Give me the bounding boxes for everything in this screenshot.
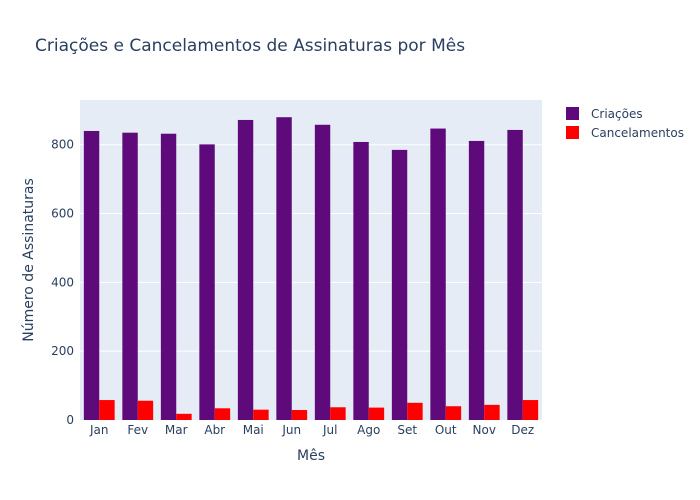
y-axis-ticks: 0 200 400 600 800 bbox=[51, 138, 74, 427]
bar-criacoes[interactable] bbox=[391, 149, 408, 421]
bar-criacoes[interactable] bbox=[276, 117, 292, 421]
y-tick-label: 600 bbox=[51, 207, 74, 221]
x-tick-label: Ago bbox=[357, 423, 380, 437]
x-tick-label: Dez bbox=[511, 423, 534, 437]
bar-cancelamentos[interactable] bbox=[291, 410, 308, 420]
legend-swatch[interactable] bbox=[566, 107, 579, 120]
legend-label: Criações bbox=[591, 107, 643, 121]
bar-cancelamentos[interactable] bbox=[137, 400, 154, 420]
legend[interactable]: Criações Cancelamentos bbox=[566, 107, 684, 140]
bar-criacoes[interactable] bbox=[160, 133, 177, 420]
x-tick-label: Jan bbox=[89, 423, 109, 437]
x-axis-ticks: Jan Fev Mar Abr Mai Jun Jul Ago Set Out Nov Dez bbox=[89, 423, 534, 437]
bar-cancelamentos[interactable] bbox=[445, 406, 462, 420]
bar-criacoes[interactable] bbox=[507, 129, 523, 420]
bar-cancelamentos[interactable] bbox=[253, 409, 269, 420]
x-tick-label: Fev bbox=[127, 423, 148, 437]
y-tick-label: 0 bbox=[66, 413, 74, 427]
x-axis-title: Mês bbox=[297, 448, 325, 464]
y-tick-label: 800 bbox=[51, 138, 74, 152]
bar-cancelamentos[interactable] bbox=[368, 407, 385, 420]
bar-cancelamentos[interactable] bbox=[484, 404, 500, 420]
chart-title: Criações e Cancelamentos de Assinaturas … bbox=[35, 36, 465, 56]
bar-criacoes[interactable] bbox=[314, 124, 331, 420]
bars bbox=[83, 117, 539, 421]
x-tick-label: Mar bbox=[165, 423, 188, 437]
bar-cancelamentos[interactable] bbox=[176, 413, 192, 420]
legend-swatch[interactable] bbox=[566, 126, 579, 139]
bar-criacoes[interactable] bbox=[122, 132, 138, 420]
plot-area bbox=[80, 100, 542, 420]
bar-criacoes[interactable] bbox=[237, 119, 254, 421]
bar-cancelamentos[interactable] bbox=[99, 400, 115, 420]
x-tick-label: Nov bbox=[473, 423, 496, 437]
bar-cancelamentos[interactable] bbox=[214, 408, 231, 420]
bar-criacoes[interactable] bbox=[430, 128, 446, 420]
x-tick-label: Out bbox=[435, 423, 457, 437]
grid-lines bbox=[80, 144, 542, 352]
x-tick-label: Jun bbox=[281, 423, 301, 437]
bar-criacoes[interactable] bbox=[83, 130, 100, 420]
bar-criacoes[interactable] bbox=[353, 141, 369, 420]
bar-cancelamentos[interactable] bbox=[407, 402, 423, 420]
y-axis-title: Número de Assinaturas bbox=[21, 178, 37, 342]
y-tick-label: 400 bbox=[51, 275, 74, 289]
x-tick-label: Set bbox=[397, 423, 417, 437]
x-tick-label: Mai bbox=[243, 423, 264, 437]
bar-cancelamentos[interactable] bbox=[330, 407, 346, 420]
bar-cancelamentos[interactable] bbox=[522, 400, 539, 420]
bar-criacoes[interactable] bbox=[199, 144, 215, 421]
y-tick-label: 200 bbox=[51, 344, 74, 358]
x-tick-label: Abr bbox=[204, 423, 225, 437]
bar-criacoes[interactable] bbox=[468, 140, 485, 421]
x-tick-label: Jul bbox=[322, 423, 337, 437]
legend-label: Cancelamentos bbox=[591, 126, 684, 140]
